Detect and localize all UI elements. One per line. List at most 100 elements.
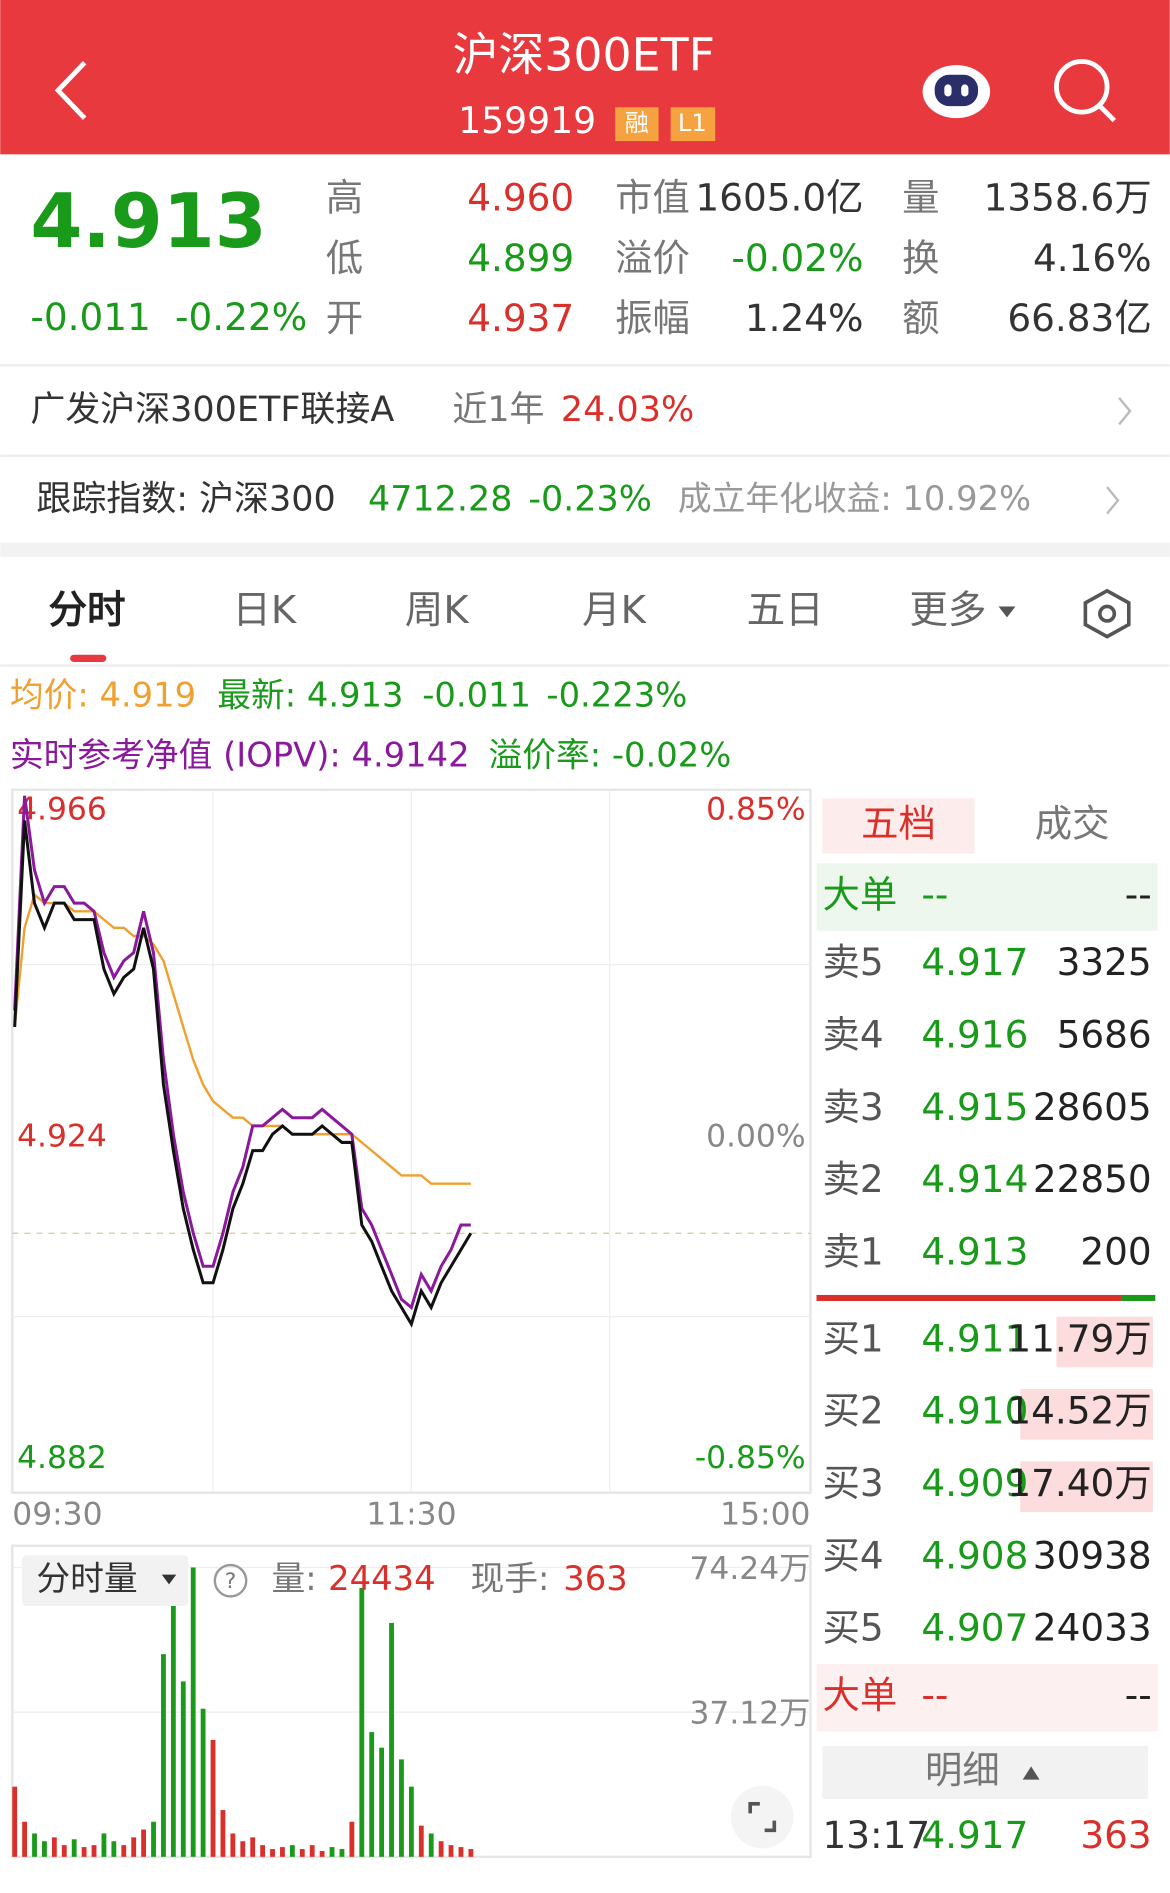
volume-label: 量: (272, 1559, 317, 1598)
latest-change: -0.011 (422, 675, 531, 714)
book-price: 4.915 (921, 1085, 1028, 1129)
volume-bar (180, 1681, 186, 1857)
settings-button[interactable] (1083, 588, 1131, 639)
book-label: 卖1 (823, 1229, 884, 1273)
book-price: -- (921, 873, 948, 917)
selector[interactable] (21, 1555, 189, 1607)
volume-bar (81, 1847, 87, 1857)
charts: 09:30 11:30 15:00 4.882 4.924 4.966 -0.85% 0.00… (12, 789, 810, 1857)
y-tick-label: 74.24万 (689, 1551, 810, 1587)
robot-button[interactable] (922, 65, 991, 119)
series-line (13, 795, 471, 1311)
book-price: 4.911 (921, 1316, 1028, 1360)
book-volume: 14.52万 (1007, 1389, 1151, 1433)
volume-bar (418, 1825, 424, 1857)
y-tick-label: 4.924 (17, 1119, 107, 1155)
back-button[interactable] (54, 61, 87, 120)
volume-bar (141, 1829, 147, 1857)
book-label: 卖5 (823, 940, 884, 984)
volume-bar (200, 1708, 206, 1857)
volume-bar (448, 1845, 454, 1857)
volume-bg (1056, 1316, 1153, 1368)
volume-bar (349, 1821, 355, 1857)
tab-bg (822, 798, 975, 854)
book-volume: 200 (1080, 1229, 1151, 1273)
volume-bar (42, 1841, 47, 1857)
band (0, 542, 1170, 558)
volume-bar (299, 1849, 305, 1857)
volume-bar (428, 1833, 434, 1857)
book-label: 卖4 (823, 1012, 884, 1056)
fund-period: 近1年 (452, 390, 544, 430)
hand-label: 现手: (470, 1559, 549, 1598)
volume-bar (468, 1849, 474, 1857)
help-icon[interactable] (213, 1563, 248, 1598)
series-line (13, 820, 473, 1328)
tab[interactable]: 五日 (747, 588, 824, 633)
volume-bar (161, 1654, 166, 1857)
detail-bg[interactable] (822, 1745, 1149, 1799)
tab[interactable]: 周K (405, 588, 471, 633)
latest-pct: -0.223% (546, 675, 687, 714)
search-button[interactable] (1054, 59, 1117, 123)
tab[interactable]: 日K (232, 588, 298, 633)
book-tab[interactable]: 五档 (861, 801, 936, 845)
fund-name: 广发沪深300ETF联接A (30, 390, 394, 430)
field-label: 量 (902, 176, 939, 220)
book-price: 4.907 (921, 1606, 1028, 1650)
volume-bar (210, 1739, 216, 1857)
volume: 24434 (328, 1559, 435, 1598)
book-tab[interactable]: 成交 (1035, 801, 1110, 845)
volume-bar (280, 1847, 285, 1857)
tab[interactable]: 分时 (48, 588, 125, 633)
book-label: 卖2 (823, 1157, 884, 1201)
index-change: -0.23% (528, 479, 652, 519)
book-price: 4.909 (921, 1461, 1028, 1505)
trade-volume: 363 (1080, 1813, 1151, 1857)
book-price: -- (921, 1673, 948, 1717)
volume-bar (408, 1786, 414, 1857)
volume-bar (250, 1837, 256, 1857)
volume-bar (32, 1833, 37, 1857)
y-tick-label: 4.966 (17, 791, 107, 827)
book-volume: 28605 (1033, 1085, 1152, 1129)
field-value: 1.24% (745, 296, 864, 340)
change: -0.011 (30, 295, 150, 339)
book-price: 4.910 (921, 1389, 1028, 1433)
y2-tick-label: 0.85% (706, 791, 806, 827)
row-bg (816, 863, 1158, 931)
index-value: 4712.28 (368, 479, 513, 519)
tag-bg (615, 107, 659, 142)
book-label: 买3 (823, 1461, 884, 1505)
book-label: 买1 (823, 1316, 884, 1360)
field-value: -0.02% (731, 236, 863, 280)
volume-bar (190, 1567, 196, 1857)
book-volume: 3325 (1057, 940, 1152, 984)
row-bg (816, 1663, 1158, 1732)
volume-bar (51, 1837, 57, 1857)
y2-tick-label: 0.00% (706, 1119, 806, 1155)
tab[interactable]: 更多 (909, 588, 986, 633)
field-value: 4.899 (467, 236, 574, 280)
tab[interactable]: 月K (582, 588, 648, 633)
volume-bar (319, 1850, 325, 1857)
tag: 融 (625, 109, 649, 137)
book-volume: 11.79万 (1007, 1316, 1151, 1360)
book-volume: 5686 (1057, 1012, 1152, 1056)
price: 4.913 (30, 178, 266, 265)
fund-row[interactable]: 广发沪深300ETF联接A 近1年 24.03% (30, 390, 1132, 430)
field-value: 1358.6万 (984, 176, 1152, 220)
volume-bar (339, 1849, 345, 1857)
volume-bar (399, 1759, 404, 1857)
index-row[interactable]: 跟踪指数: 沪深300 4712.28 -0.23% 成立年化收益: 10.92… (36, 479, 1120, 519)
field-value: 1605.0亿 (695, 176, 863, 220)
index-annual: 成立年化收益: 10.92% (678, 479, 1031, 518)
y2-tick-label: -0.85% (695, 1440, 806, 1476)
field-label: 换 (902, 236, 939, 280)
book-price: 4.914 (921, 1157, 1028, 1201)
fullscreen-button[interactable] (730, 1785, 794, 1849)
detail: 明细 (925, 1748, 1000, 1792)
book-volume: -- (1125, 1673, 1152, 1717)
